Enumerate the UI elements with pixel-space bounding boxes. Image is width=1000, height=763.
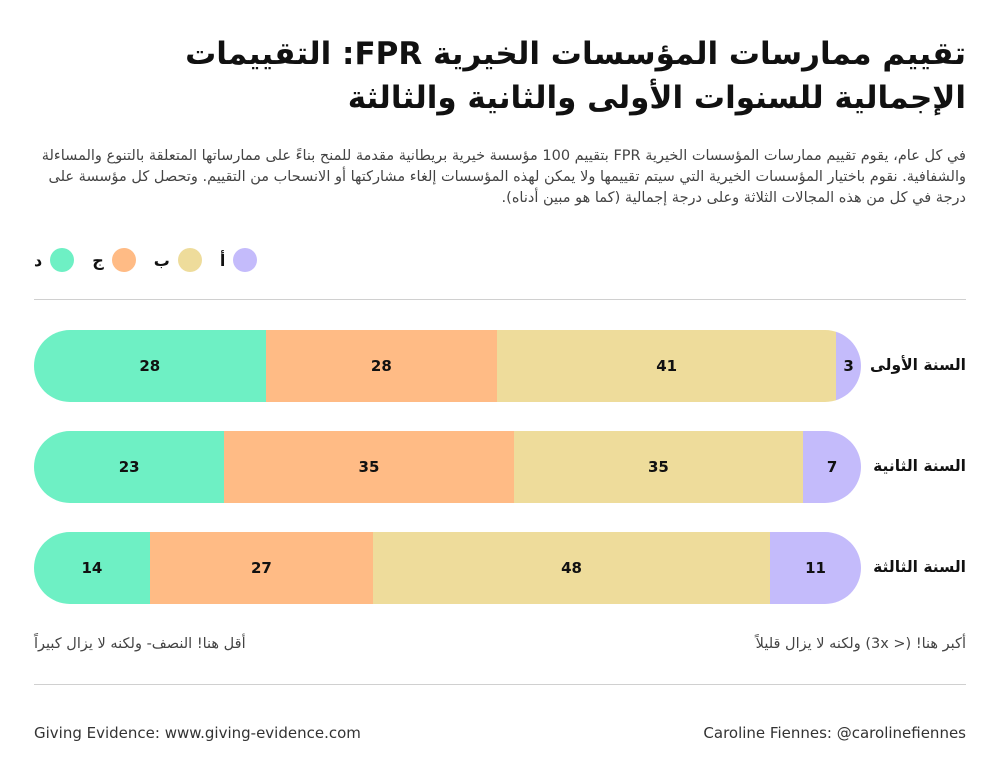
legend-label: ج <box>92 250 104 270</box>
data-label: 7 <box>826 458 838 476</box>
legend-item: د <box>34 248 75 272</box>
bar-segment: 7 <box>803 431 861 503</box>
stacked-bar: 7 35 35 23 <box>34 431 861 503</box>
legend-swatch <box>233 248 258 272</box>
data-label: 23 <box>118 458 140 476</box>
data-label: 27 <box>251 559 272 577</box>
chart-description: في كل عام، يقوم تقييم ممارسات المؤسسات ا… <box>41 148 966 206</box>
bar-segment: 14 <box>34 532 150 604</box>
data-label: 11 <box>805 559 826 577</box>
legend-swatch <box>177 248 202 272</box>
stacked-bar: 11 48 27 14 <box>34 532 861 604</box>
legend-item: أ <box>219 248 258 272</box>
annotation-more: أكبر هنا! (< 3x) ولكنه لا يزال قليلاً <box>755 636 966 652</box>
chart-title: تقييم ممارسات المؤسسات الخيرية FPR: التق… <box>185 36 966 116</box>
data-label: 48 <box>561 559 582 577</box>
legend-item: ج <box>92 248 136 272</box>
data-label: 35 <box>647 458 669 476</box>
bar-segment: 35 <box>224 431 514 503</box>
row-label: السنة الثالثة <box>873 558 966 576</box>
legend-swatch <box>111 248 136 272</box>
bar-segment: 48 <box>373 532 771 604</box>
legend-label: أ <box>219 250 226 270</box>
legend-item: ب <box>154 248 202 272</box>
row-label: السنة الأولى <box>869 356 966 374</box>
legend-label: ب <box>153 250 170 270</box>
bottom-divider <box>34 684 966 685</box>
bar-segment: 28 <box>34 330 266 402</box>
data-label: 41 <box>656 357 678 375</box>
data-label: 28 <box>370 357 392 375</box>
annotation-less: أقل هنا! النصف- ولكنه لا يزال كبيراً <box>34 636 246 652</box>
bar-segment: 28 <box>265 330 498 402</box>
footer-twitter[interactable]: Caroline Fiennes: @carolinefiennes <box>703 724 966 742</box>
top-divider <box>34 299 966 300</box>
bar-segment: 35 <box>513 431 804 503</box>
row-label: السنة الثانية <box>873 457 966 475</box>
data-label: 28 <box>139 357 161 375</box>
footer-website[interactable]: Giving Evidence: www.giving-evidence.com <box>34 724 361 742</box>
legend-swatch <box>50 248 75 272</box>
legend-label: د <box>34 250 43 270</box>
data-label: 14 <box>81 559 103 577</box>
stacked-bar: 3 41 28 28 <box>34 330 861 402</box>
bar-segment: 3 <box>836 330 861 402</box>
bar-segment: 27 <box>149 532 374 604</box>
bar-segment: 23 <box>34 431 225 503</box>
bar-segment: 41 <box>497 330 837 402</box>
data-label: 35 <box>358 458 380 476</box>
bar-segment: 11 <box>770 532 861 604</box>
data-label: 3 <box>843 357 854 375</box>
